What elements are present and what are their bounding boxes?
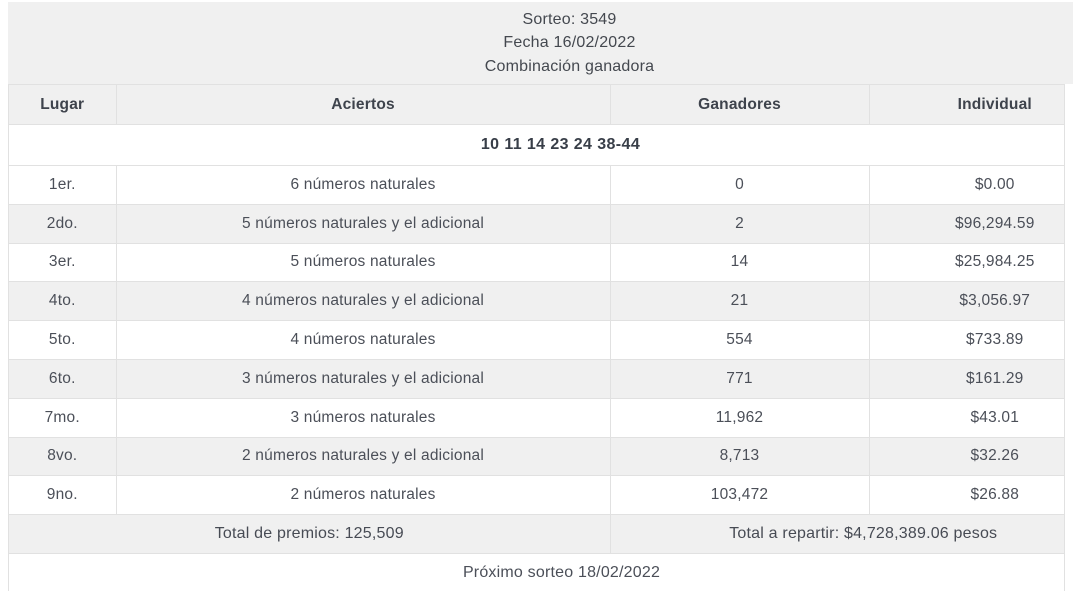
- column-header-lugar: Lugar: [8, 84, 117, 125]
- draw-date-label: Fecha 16/02/2022: [503, 34, 636, 52]
- column-header-ganadores: Ganadores: [609, 84, 870, 125]
- individual-cell: $96,294.59: [868, 203, 1065, 244]
- table-row: 9no. 2 números naturales 103,472 $26.88: [8, 475, 1065, 516]
- ganadores-cell: 2: [609, 203, 870, 244]
- results-tbody: 1er. 6 números naturales 0 $0.00 2do. 5 númer…: [8, 165, 1065, 516]
- individual-cell: $733.89: [868, 320, 1065, 360]
- ganadores-cell: 771: [609, 358, 870, 399]
- table-row: 1er. 6 números naturales 0 $0.00: [8, 165, 1065, 205]
- individual-cell: $32.26: [868, 436, 1065, 477]
- column-header-individual: Individual: [868, 84, 1065, 125]
- next-draw-label: Próximo sorteo 18/02/2022: [8, 553, 1065, 591]
- next-draw-row: Próximo sorteo 18/02/2022: [8, 553, 1065, 591]
- rank-cell: 9no.: [8, 475, 117, 516]
- total-prizes: Total de premios: 125,509: [8, 514, 611, 555]
- individual-cell: $25,984.25: [868, 242, 1065, 283]
- aciertos-cell: 2 números naturales y el adicional: [115, 436, 611, 477]
- rank-cell: 5to.: [8, 320, 117, 360]
- table-header: Lugar Aciertos Ganadores Individual: [8, 84, 1065, 125]
- table-row: 2do. 5 números naturales y el adicional 2 $…: [8, 203, 1065, 244]
- table-row: 4to. 4 números naturales y el adicional 21…: [8, 281, 1065, 322]
- ganadores-cell: 0: [609, 165, 870, 205]
- total-payout: Total a repartir: $4,728,389.06 pesos: [609, 514, 1065, 555]
- aciertos-cell: 4 números naturales y el adicional: [115, 281, 611, 322]
- combo-section: 10 11 14 23 24 38-44: [8, 124, 1065, 166]
- aciertos-cell: 3 números naturales y el adicional: [115, 358, 611, 399]
- table-row: 5to. 4 números naturales 554 $733.89: [8, 320, 1065, 360]
- table-row: 8vo. 2 números naturales y el adicional 8,…: [8, 436, 1065, 477]
- individual-cell: $26.88: [868, 475, 1065, 516]
- rank-cell: 2do.: [8, 203, 117, 244]
- individual-cell: $3,056.97: [868, 281, 1065, 322]
- rank-cell: 4to.: [8, 281, 117, 322]
- rank-cell: 8vo.: [8, 436, 117, 477]
- aciertos-cell: 2 números naturales: [115, 475, 611, 516]
- column-header-aciertos: Aciertos: [115, 84, 611, 125]
- aciertos-cell: 5 números naturales y el adicional: [115, 203, 611, 244]
- ganadores-cell: 11,962: [609, 397, 870, 438]
- ganadores-cell: 554: [609, 320, 870, 360]
- rank-cell: 7mo.: [8, 397, 117, 438]
- aciertos-cell: 4 números naturales: [115, 320, 611, 360]
- ganadores-cell: 21: [609, 281, 870, 322]
- draw-header: Sorteo: 3549 Fecha 16/02/2022 Combinació…: [8, 2, 1073, 84]
- ganadores-cell: 103,472: [609, 475, 870, 516]
- individual-cell: $43.01: [868, 397, 1065, 438]
- header-row: Lugar Aciertos Ganadores Individual: [8, 84, 1065, 125]
- totals-row: Total de premios: 125,509 Total a repart…: [8, 514, 1065, 555]
- ganadores-cell: 8,713: [609, 436, 870, 477]
- aciertos-cell: 5 números naturales: [115, 242, 611, 283]
- individual-cell: $161.29: [868, 358, 1065, 399]
- rank-cell: 6to.: [8, 358, 117, 399]
- individual-cell: $0.00: [868, 165, 1065, 205]
- table-row: 3er. 5 números naturales 14 $25,984.25: [8, 242, 1065, 283]
- rank-cell: 1er.: [8, 165, 117, 205]
- table-row: 6to. 3 números naturales y el adicional 77…: [8, 358, 1065, 399]
- winning-combination-label: Combinación ganadora: [484, 57, 655, 75]
- totals-section: Total de premios: 125,509 Total a repart…: [8, 514, 1065, 591]
- ganadores-cell: 14: [609, 242, 870, 283]
- draw-number-label: Sorteo: 3549: [522, 10, 617, 28]
- aciertos-cell: 3 números naturales: [115, 397, 611, 438]
- rank-cell: 3er.: [8, 242, 117, 283]
- winning-numbers: 10 11 14 23 24 38-44: [8, 124, 1065, 166]
- aciertos-cell: 6 números naturales: [115, 165, 611, 205]
- results-table: 10 11 14 23 24 38-44 Lugar Aciertos Gana…: [8, 84, 1065, 591]
- table-row: 7mo. 3 números naturales 11,962 $43.01: [8, 397, 1065, 438]
- winning-numbers-row: 10 11 14 23 24 38-44: [8, 124, 1065, 166]
